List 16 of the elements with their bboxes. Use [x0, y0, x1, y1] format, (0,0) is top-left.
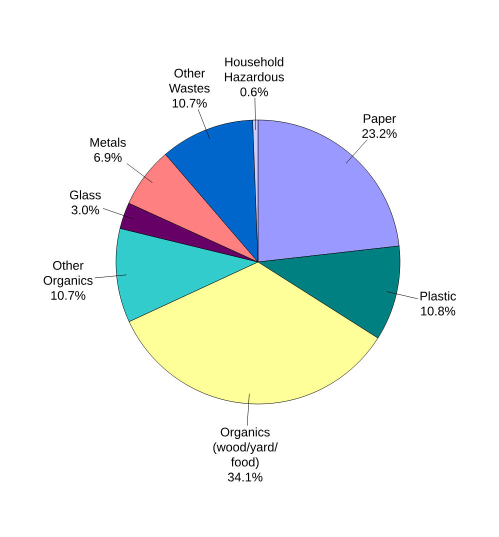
data-label: 10.8% [421, 306, 456, 316]
slice-label: Plastic [420, 291, 456, 301]
data-label: 10.7% [172, 98, 207, 108]
slice-label: Paper [364, 114, 396, 126]
slice-label: Organics (wood/yard/ food) [213, 427, 278, 469]
slice-label: Other Organics [44, 260, 93, 288]
data-label: 3.0% [72, 206, 100, 214]
data-label: 0.6% [240, 87, 268, 96]
slice-label: Household Hazardous [224, 57, 284, 82]
data-label: 6.9% [94, 152, 122, 162]
slice-label: Glass [70, 190, 101, 200]
data-label: 34.1% [228, 472, 262, 482]
data-label: 10.7% [51, 291, 86, 300]
slice-label: Metals [90, 138, 126, 147]
slice-label: Other Wastes [168, 68, 210, 93]
data-label: 23.2% [362, 129, 397, 138]
